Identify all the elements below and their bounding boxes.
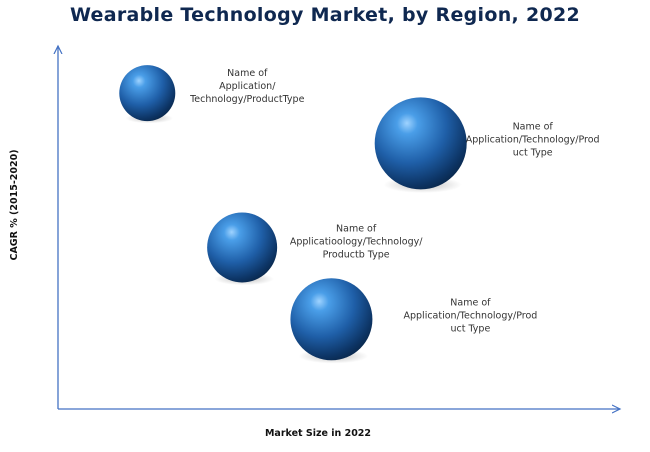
bubble-label-line: Technology/ProductType <box>189 94 304 105</box>
bubble-label-line: Name of <box>450 297 491 308</box>
bubble-label-4: Name of Application/Technology/Prod uct Ty… <box>404 297 538 334</box>
bubble-label-line: Name of <box>513 121 554 132</box>
y-axis-title: CAGR % (2015-2020) <box>9 149 20 260</box>
bubble-label-line: uct Type <box>451 323 491 334</box>
bubble-label-line: Applicatioology/Technology/ <box>290 236 423 247</box>
bubble-label-2: Name of Application/Technology/Prod uct Ty… <box>466 121 600 158</box>
bubble-label-line: Application/ <box>219 81 276 92</box>
bubble-label-3: Name of Applicatioology/Technology/Produc… <box>290 223 423 260</box>
bubble-1 <box>119 65 176 122</box>
bubble-label-line: Name of <box>227 68 268 79</box>
bubble-label-line: Application/Technology/Prod <box>404 310 538 321</box>
bubble-label-1: Name of Application/Technology/ProductTyp… <box>189 68 304 105</box>
bubble-3 <box>207 212 278 283</box>
x-axis-title: Market Size in 2022 <box>265 428 371 439</box>
chart-title: Wearable Technology Market, by Region, 2… <box>69 4 581 26</box>
bubble-label-line: Productb Type <box>323 249 390 260</box>
bubble-4 <box>290 278 373 361</box>
bubble-label-line: Application/Technology/Prod <box>466 134 600 145</box>
bubble-series: Name of Application/Technology/ProductTyp… <box>119 65 600 364</box>
bubble-2 <box>374 97 467 190</box>
bubble-label-line: Name of <box>336 223 377 234</box>
bubble-label-line: uct Type <box>513 147 553 158</box>
